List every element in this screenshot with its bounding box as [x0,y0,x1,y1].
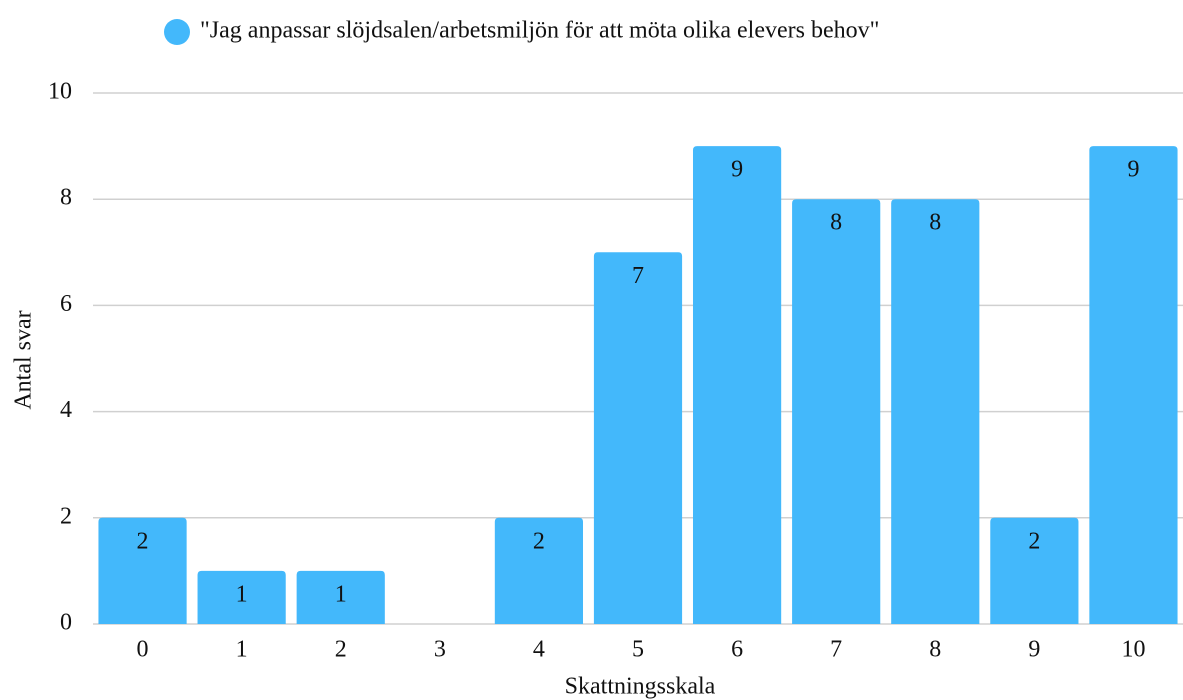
data-label: 2 [1028,528,1040,554]
data-label: 8 [830,210,842,236]
bar [593,252,683,625]
y-tick-label: 8 [60,185,72,211]
x-tick-label: 3 [434,637,446,663]
legend-swatch [164,19,190,45]
x-tick-label: 7 [830,637,842,663]
data-label: 1 [335,581,347,607]
bar [296,570,385,624]
y-tick-label: 4 [60,397,72,423]
x-tick-label: 5 [632,637,644,663]
bar [891,199,980,624]
x-tick-label: 6 [731,637,743,663]
x-tick-label: 9 [1028,637,1040,663]
bar [990,517,1079,624]
x-tick-label: 1 [236,637,248,663]
legend-label: "Jag anpassar slöjdsalen/arbetsmiljön fö… [200,18,879,44]
x-tick-label: 0 [137,637,149,663]
y-tick-label: 0 [60,610,72,636]
x-tick-label: 2 [335,637,347,663]
bar [692,146,782,624]
x-tick-label: 8 [929,637,941,663]
y-tick-label: 2 [60,503,72,529]
y-tick-label: 10 [48,79,72,105]
x-axis-title: Skattningsskala [565,674,716,700]
data-label: 7 [632,263,644,289]
y-tick-label: 6 [60,291,72,317]
data-label: 8 [929,210,941,236]
x-tick-label: 10 [1121,637,1145,663]
data-label: 9 [731,157,743,183]
x-tick-label: 4 [533,637,545,663]
bar [98,517,187,624]
data-label: 2 [137,528,149,554]
bar [197,570,286,624]
bar [494,517,584,624]
bar [1089,146,1178,624]
data-label: 1 [236,581,248,607]
y-axis-title: Antal svar [11,310,37,409]
data-label: 2 [533,528,545,554]
bar [792,199,881,624]
data-label: 9 [1127,157,1139,183]
